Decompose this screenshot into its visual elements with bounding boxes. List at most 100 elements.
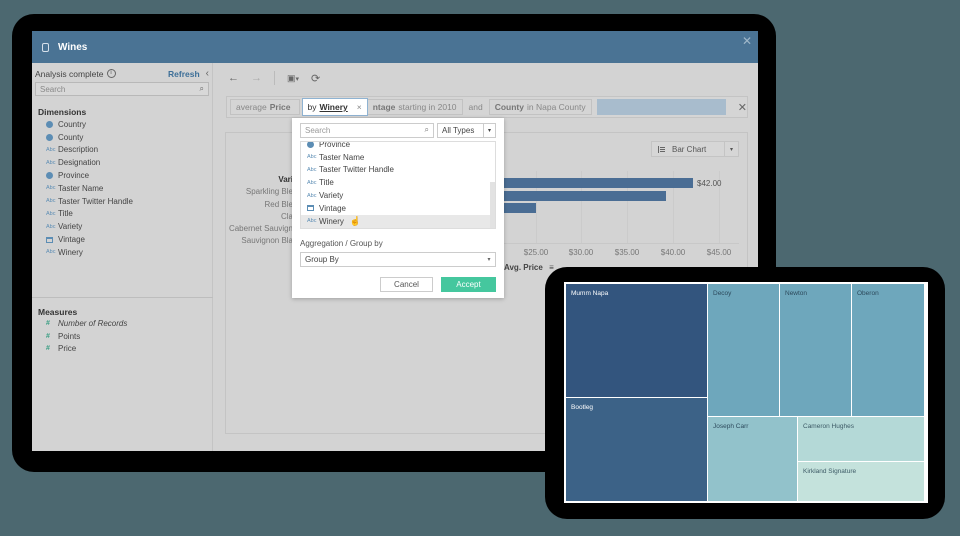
x-tick: $25.00	[523, 248, 549, 257]
sort-icon[interactable]: ≡	[549, 263, 554, 272]
field-option-title[interactable]: Abc Title	[307, 178, 334, 188]
aggregation-label: Aggregation / Group by	[300, 239, 383, 248]
text-type-icon: Abc	[307, 179, 317, 186]
treemap-tile-kirkland-signature[interactable]: Kirkland Signature	[798, 462, 924, 501]
treemap-tile-decoy[interactable]: Decoy	[708, 284, 779, 416]
x-axis-line	[494, 243, 739, 244]
treemap-tile-cameron-hughes[interactable]: Cameron Hughes	[798, 417, 924, 461]
y-label: Red Ble	[264, 199, 293, 209]
field-option-variety[interactable]: Abc Variety	[307, 191, 344, 201]
text-type-icon: Abc	[307, 154, 317, 161]
accept-button[interactable]: Accept	[441, 277, 496, 292]
text-type-icon: Abc	[307, 166, 317, 173]
gridline	[536, 171, 537, 243]
measure-number-of-records[interactable]: # Number of Records	[46, 318, 128, 328]
data-pane: Analysis complete i Refresh ‹ Search ⌕ D…	[32, 63, 213, 451]
query-chip-vintage[interactable]: ntage starting in 2010	[367, 99, 463, 115]
cycle-icon[interactable]: ⟳	[311, 72, 321, 85]
measure-price[interactable]: # Price	[46, 344, 77, 354]
back-button[interactable]: ←	[228, 72, 239, 84]
cancel-button[interactable]: Cancel	[380, 277, 433, 292]
globe-icon	[46, 172, 53, 180]
field-picker-popup: Search ⌕ All Types ▾ Province Abc Taster …	[292, 118, 504, 298]
measures-heading: Measures	[38, 307, 78, 317]
text-type-icon: Abc	[307, 192, 317, 199]
chart-type-select[interactable]: Bar Chart ▾	[651, 141, 739, 157]
globe-icon	[46, 133, 53, 141]
gridline	[719, 171, 720, 243]
calendar-icon	[307, 205, 314, 212]
query-chip-winery[interactable]: by Winery ×	[301, 98, 368, 116]
field-option-taster-twitter-handle[interactable]: Abc Taster Twitter Handle	[307, 165, 394, 175]
close-icon[interactable]: ✕	[741, 34, 752, 48]
toolbar: ← → ▣▾ ⟳	[228, 71, 320, 85]
field-option-province[interactable]: Province	[301, 142, 495, 151]
chevron-down-icon: ▾	[724, 142, 738, 156]
dimension-vintage[interactable]: Vintage	[46, 233, 133, 246]
save-icon[interactable]: ▣▾	[287, 72, 300, 83]
field-list[interactable]: Province Abc Taster Name Abc Taster Twitte…	[300, 141, 496, 229]
query-chip-county[interactable]: County in Napa County	[488, 99, 592, 115]
popup-search-input[interactable]: Search ⌕	[300, 123, 434, 138]
field-option-vintage[interactable]: Vintage	[301, 202, 495, 215]
treemap-tile-bootleg[interactable]: Bootleg	[566, 398, 707, 501]
treemap-tile-oberon[interactable]: Oberon	[852, 284, 924, 416]
forward-button[interactable]: →	[251, 72, 262, 84]
collapse-icon[interactable]: ‹	[205, 68, 209, 79]
globe-icon	[307, 142, 314, 148]
query-connector: and	[468, 102, 483, 112]
x-axis-title: Avg. Price ≡	[504, 263, 554, 272]
dimension-variety[interactable]: Abc Variety	[46, 222, 83, 232]
x-tick: $40.00	[660, 248, 686, 257]
x-tick: $45.00	[706, 248, 732, 257]
info-icon[interactable]: i	[106, 69, 116, 78]
text-type-icon: Abc	[46, 198, 56, 205]
treemap-tile-mumm-napa[interactable]: Mumm Napa	[566, 284, 707, 397]
search-placeholder: Search	[40, 85, 66, 94]
query-input[interactable]	[596, 99, 726, 115]
measures-list: # Number of Records # Points # Price	[46, 317, 127, 355]
title-bar: Wines ✕	[32, 31, 758, 63]
field-option-taster-name[interactable]: Abc Taster Name	[307, 152, 365, 162]
query-chip-price[interactable]: average Price	[230, 99, 300, 115]
dimension-taster-twitter-handle[interactable]: Abc Taster Twitter Handle	[46, 196, 133, 206]
x-tick: $35.00	[614, 248, 640, 257]
gridline	[581, 171, 582, 243]
search-icon: ⌕	[424, 125, 429, 134]
chevron-down-icon: ▾	[487, 257, 491, 263]
aggregation-select[interactable]: Group By ▾	[300, 252, 496, 267]
search-icon: ⌕	[199, 84, 204, 93]
dimension-title[interactable]: Abc Title	[46, 209, 73, 219]
clear-query-icon[interactable]: ✕	[737, 101, 747, 114]
treemap-tile-newton[interactable]: Newton	[780, 284, 851, 416]
text-type-icon: Abc	[307, 218, 317, 225]
refresh-button[interactable]: Refresh	[168, 68, 200, 79]
dimension-taster-name[interactable]: Abc Taster Name	[46, 183, 104, 193]
field-search-input[interactable]: Search ⌕	[35, 82, 209, 96]
type-filter-select[interactable]: All Types ▾	[437, 123, 496, 138]
hash-icon: #	[46, 319, 50, 327]
dimension-country[interactable]: Country	[46, 118, 133, 131]
scrollbar[interactable]	[490, 182, 495, 228]
y-label: Cla	[280, 211, 293, 221]
measure-points[interactable]: # Points	[46, 331, 81, 341]
y-label: Sparkling Ble	[245, 187, 293, 197]
text-type-icon: Abc	[46, 146, 56, 153]
ask-data-query-bar[interactable]: average Price by Winery × ntage starting in …	[226, 96, 748, 118]
x-tick: $30.00	[568, 248, 594, 257]
analysis-status: Analysis complete	[35, 68, 104, 79]
treemap-tile-joseph-carr[interactable]: Joseph Carr	[708, 417, 797, 501]
dimension-designation[interactable]: Abc Designation	[46, 158, 101, 168]
treemap-window: Mumm Napa Bootleg Decoy Newton Oberon Jo…	[564, 282, 928, 503]
dimension-county[interactable]: County	[46, 131, 133, 144]
globe-icon	[46, 120, 53, 128]
text-type-icon: Abc	[46, 210, 56, 217]
dimension-description[interactable]: Abc Description	[46, 145, 99, 155]
bar-value-label: $42.00	[697, 179, 722, 188]
dimension-winery[interactable]: Abc Winery	[46, 247, 83, 257]
field-option-winery[interactable]: Abc Winery ☝	[301, 214, 495, 228]
remove-chip-icon[interactable]: ×	[356, 102, 362, 112]
gridline	[627, 171, 628, 243]
dimension-province[interactable]: Province	[46, 169, 133, 182]
text-type-icon: Abc	[46, 159, 56, 166]
